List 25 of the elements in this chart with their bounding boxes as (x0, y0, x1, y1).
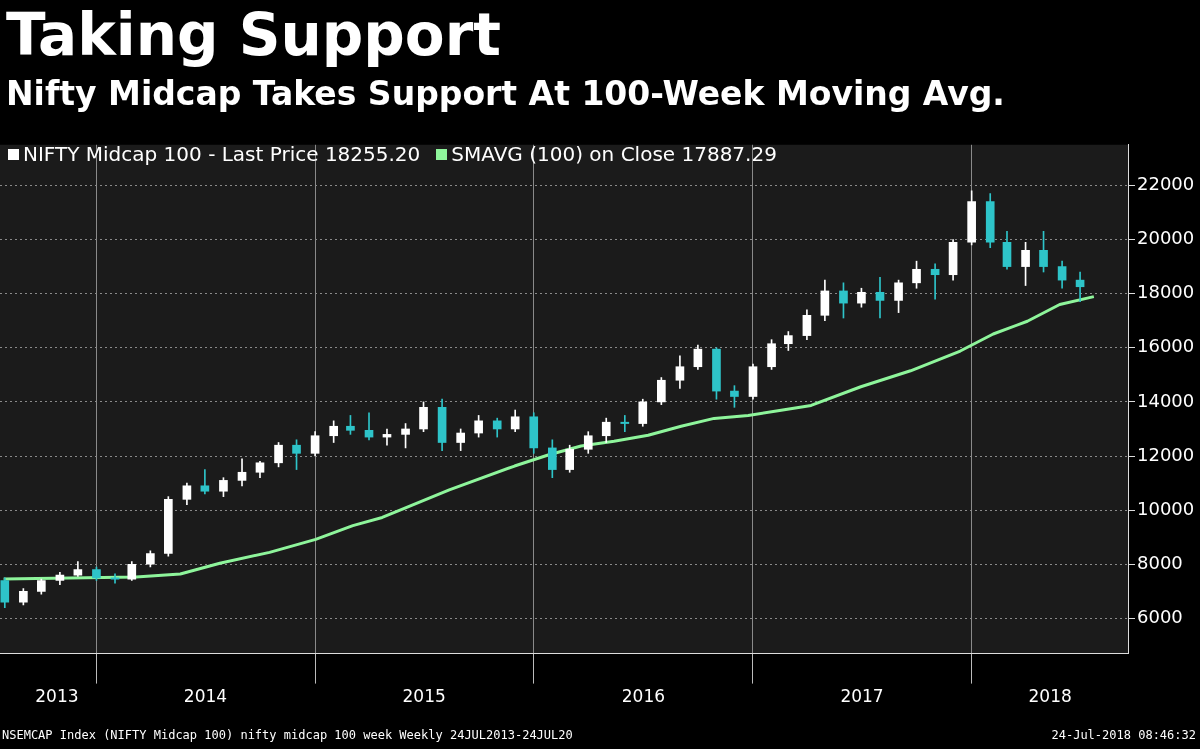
y-tick-label: 18000 (1137, 281, 1195, 303)
text: 24-Jul-2018 08:46:32 (1051, 728, 1196, 742)
x-tick-label: 2014 (183, 686, 228, 707)
x-tick-label: 2015 (402, 686, 446, 707)
x-tick-label: 2017 (840, 686, 884, 707)
chart-subtitle: Nifty Midcap Takes Support At 100-Week Moving Avg. (6, 73, 1005, 115)
x-tick-label: 2016 (621, 686, 666, 707)
legend-label: NIFTY Midcap 100 - Last Price 18255.20 (23, 142, 421, 166)
x-tick-label: 2013 (35, 686, 79, 707)
y-tick-label: 12000 (1137, 443, 1195, 465)
candlestick (930, 263, 940, 300)
chart-title: Taking Support (6, 0, 501, 70)
x-tick-label: 2018 (1028, 686, 1072, 707)
y-tick-label: 6000 (1137, 606, 1183, 628)
text: NSEMCAP Index (NIFTY Midcap 100) nifty midcap 100 week Weekly 24JUL2013-24JUL20 (2, 728, 573, 742)
candlestick (620, 415, 630, 433)
y-tick-label: 10000 (1137, 497, 1195, 519)
y-tick-label: 16000 (1137, 335, 1195, 357)
y-tick-label: 8000 (1137, 551, 1183, 573)
legend-label: SMAVG (100) on Close 17887.29 (451, 142, 777, 166)
y-tick-label: 22000 (1137, 173, 1195, 195)
candlestick (110, 573, 120, 584)
y-tick-label: 14000 (1137, 389, 1195, 411)
y-tick-label: 20000 (1137, 227, 1195, 249)
candlestick (875, 277, 885, 319)
